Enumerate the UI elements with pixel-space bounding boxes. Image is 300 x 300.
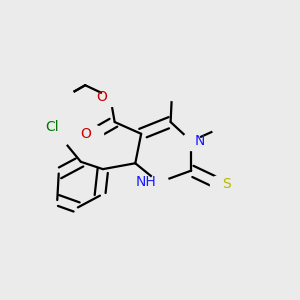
Text: N: N [194,134,205,148]
Text: NH: NH [135,176,156,189]
Text: O: O [96,90,107,104]
Text: S: S [222,177,231,191]
Text: O: O [80,127,91,141]
Text: Cl: Cl [45,120,59,134]
